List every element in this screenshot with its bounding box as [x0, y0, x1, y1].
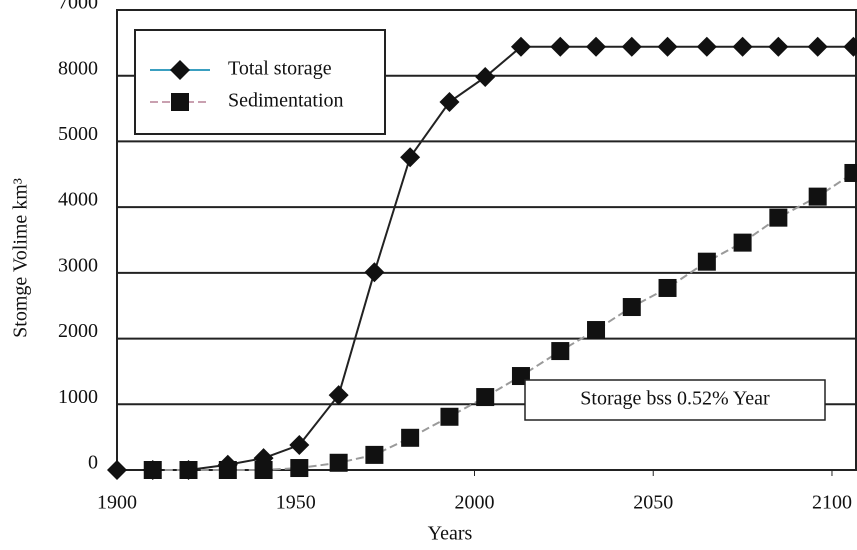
annotation: Storage bss 0.52% Year — [580, 388, 770, 410]
square-marker — [622, 298, 641, 317]
y-tick-label: 8000 — [58, 57, 98, 79]
diamond-marker — [586, 36, 607, 57]
square-marker — [365, 445, 384, 464]
legend-label: Sedimentation — [228, 90, 344, 112]
annotation-box — [524, 379, 826, 421]
square-marker — [440, 407, 459, 426]
square-marker — [476, 388, 495, 407]
square-marker — [254, 461, 273, 479]
diamond-marker — [696, 36, 717, 57]
square-marker — [218, 461, 237, 479]
square-marker — [658, 278, 677, 297]
x-tick-label: 2050 — [633, 492, 673, 514]
legend-box — [134, 29, 386, 135]
x-axis-label: Years — [428, 523, 473, 545]
diamond-marker — [843, 36, 857, 57]
diamond-marker — [439, 92, 460, 112]
square-marker — [769, 208, 788, 227]
square-marker — [551, 342, 570, 361]
y-tick-label: 1000 — [58, 386, 98, 408]
diamond-marker — [807, 36, 828, 57]
diamond-marker — [510, 36, 531, 57]
diamond-marker — [328, 385, 349, 406]
square-marker — [697, 252, 716, 271]
square-marker — [329, 453, 348, 472]
y-tick-label: 5000 — [58, 123, 98, 145]
y-tick-label: 0 — [88, 452, 98, 474]
square-marker — [587, 321, 606, 340]
square-marker — [171, 93, 189, 111]
y-axis-label: Stomge Volime km³ — [10, 178, 32, 338]
x-tick-label: 1950 — [276, 492, 316, 514]
x-tick-label: 1900 — [97, 492, 137, 514]
diamond-marker — [621, 36, 642, 57]
legend-label: Total storage — [228, 58, 332, 80]
diamond-marker — [289, 435, 310, 456]
square-marker — [143, 461, 162, 479]
x-tick-label: 2100 — [812, 492, 852, 514]
square-marker — [733, 233, 752, 252]
x-tick-label: 2000 — [454, 492, 494, 514]
diamond-marker — [550, 36, 571, 57]
diamond-marker — [475, 67, 496, 88]
square-marker — [179, 461, 198, 479]
y-tick-label: 2000 — [58, 320, 98, 342]
square-marker — [844, 163, 857, 182]
diamond-marker — [364, 262, 385, 283]
diamond-marker — [657, 36, 678, 57]
diamond-marker — [170, 60, 190, 80]
square-marker — [808, 187, 827, 206]
series-line — [152, 172, 854, 471]
diamond-marker — [768, 36, 789, 57]
y-tick-label: 3000 — [58, 254, 98, 276]
diamond-marker — [400, 147, 421, 168]
diamond-marker — [732, 36, 753, 57]
diamond-marker — [107, 460, 127, 480]
y-tick-label: 7000 — [58, 0, 98, 14]
square-marker — [401, 428, 420, 447]
square-marker — [290, 459, 309, 478]
y-tick-label: 4000 — [58, 189, 98, 211]
